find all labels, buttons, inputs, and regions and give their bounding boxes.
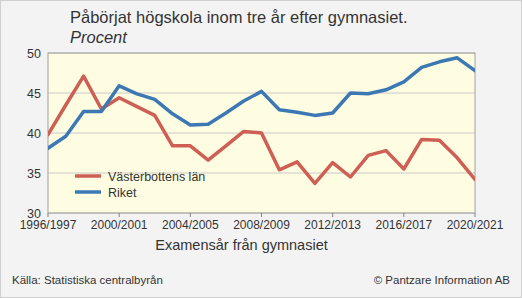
x-tick-label: 2012/2013 — [304, 218, 361, 232]
x-axis-label: Examensår från gymnasiet — [155, 237, 327, 253]
y-tick-label: 50 — [27, 47, 41, 61]
x-tick-label: 2020/2021 — [447, 218, 504, 232]
y-tick-label: 40 — [27, 127, 41, 141]
credit: © Pantzare Information AB — [374, 274, 511, 286]
x-tick — [48, 213, 49, 217]
x-tick — [261, 213, 262, 217]
legend-swatch — [75, 190, 101, 194]
legend-label: Västerbottens län — [108, 170, 205, 184]
x-tick-label: 2016/2017 — [375, 218, 432, 232]
x-tick-label: 2008/2009 — [233, 218, 290, 232]
x-tick-label: 1996/1997 — [20, 218, 77, 232]
background — [0, 0, 522, 298]
subtitle: Procent — [70, 28, 128, 46]
x-tick — [190, 213, 191, 217]
x-tick — [332, 213, 333, 217]
series-group — [48, 58, 475, 184]
x-tick — [403, 213, 404, 217]
plot-frame — [48, 53, 475, 213]
source: Källa: Statistiska centralbyrån — [12, 274, 163, 286]
legend-label: Riket — [108, 186, 137, 200]
chart: 30354045501996/19972000/20012004/2005200… — [0, 0, 522, 298]
y-tick-label: 45 — [27, 87, 41, 101]
x-tick-label: 2000/2001 — [91, 218, 148, 232]
x-tick — [475, 213, 476, 217]
x-tick — [119, 213, 120, 217]
legend-swatch — [75, 174, 101, 178]
border — [1, 1, 522, 298]
x-tick-label: 2004/2005 — [162, 218, 219, 232]
y-tick-label: 35 — [27, 167, 41, 181]
series-line — [48, 58, 475, 148]
title: Påbörjat högskola inom tre år efter gymn… — [70, 8, 408, 26]
plot-area — [48, 53, 475, 213]
